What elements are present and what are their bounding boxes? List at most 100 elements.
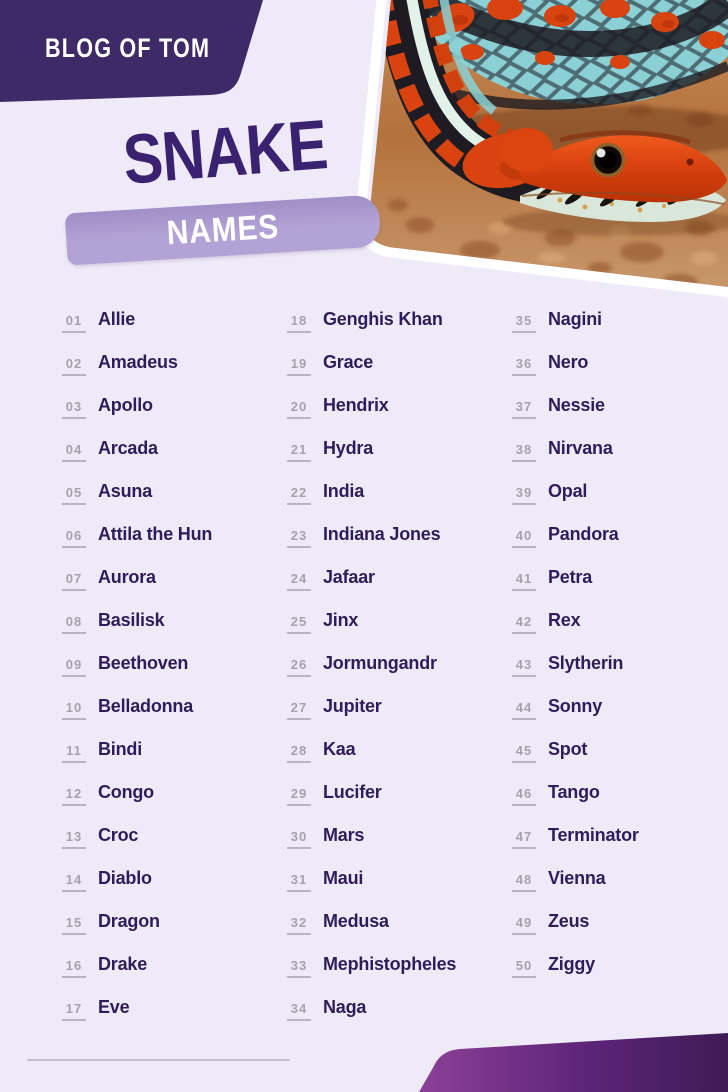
list-item: 24 Jafaar	[287, 567, 456, 610]
item-number: 42	[512, 614, 536, 634]
item-name: Petra	[548, 567, 593, 587]
item-number: 36	[512, 356, 536, 376]
item-name: Vienna	[548, 868, 606, 888]
item-number: 15	[62, 915, 86, 935]
list-item: 10 Belladonna	[62, 696, 212, 739]
item-name: Nero	[548, 352, 589, 372]
item-number: 50	[512, 958, 536, 978]
list-item: 03 Apollo	[62, 395, 212, 438]
list-column-2: 18 Genghis Khan 19 Grace 20 Hendrix 21 Hydra 22 I…	[287, 309, 456, 1040]
item-name: Nirvana	[548, 438, 613, 458]
title-banner: NAMES	[64, 194, 382, 266]
item-number: 21	[287, 442, 311, 462]
item-number: 47	[512, 829, 536, 849]
item-number: 44	[512, 700, 536, 720]
item-name: Belladonna	[98, 696, 194, 716]
list-column-3: 35 Nagini 36 Nero 37 Nessie 38 Nirvana 39 Opal 40 P…	[512, 309, 639, 997]
list-item: 42 Rex	[512, 610, 639, 653]
item-number: 33	[287, 958, 311, 978]
footer-divider	[27, 1059, 290, 1061]
item-name: Maui	[323, 868, 364, 888]
list-item: 47 Terminator	[512, 825, 639, 868]
item-name: Apollo	[98, 395, 153, 415]
item-number: 22	[287, 485, 311, 505]
list-item: 17 Eve	[62, 997, 212, 1040]
list-item: 14 Diablo	[62, 868, 212, 911]
item-number: 40	[512, 528, 536, 548]
list-item: 15 Dragon	[62, 911, 212, 954]
list-item: 07 Aurora	[62, 567, 212, 610]
item-number: 35	[512, 313, 536, 333]
item-number: 04	[62, 442, 86, 462]
item-name: Eve	[98, 997, 130, 1017]
item-number: 17	[62, 1001, 86, 1021]
item-name: Opal	[548, 481, 588, 501]
item-number: 28	[287, 743, 311, 763]
item-name: Jupiter	[323, 696, 382, 716]
item-name: Zeus	[548, 911, 590, 931]
list-item: 19 Grace	[287, 352, 456, 395]
item-number: 11	[62, 743, 86, 763]
item-name: Nessie	[548, 395, 605, 415]
item-number: 48	[512, 872, 536, 892]
item-number: 24	[287, 571, 311, 591]
item-name: Croc	[98, 825, 139, 845]
item-number: 29	[287, 786, 311, 806]
item-number: 14	[62, 872, 86, 892]
item-number: 31	[287, 872, 311, 892]
item-number: 18	[287, 313, 311, 333]
item-number: 01	[62, 313, 86, 333]
item-number: 20	[287, 399, 311, 419]
item-name: Mars	[323, 825, 365, 845]
item-number: 39	[512, 485, 536, 505]
item-name: Lucifer	[323, 782, 382, 802]
item-name: Beethoven	[98, 653, 189, 673]
item-number: 25	[287, 614, 311, 634]
snake-photo	[368, 0, 728, 293]
list-item: 09 Beethoven	[62, 653, 212, 696]
item-name: Amadeus	[98, 352, 178, 372]
list-item: 22 India	[287, 481, 456, 524]
list-item: 39 Opal	[512, 481, 639, 524]
item-name: Naga	[323, 997, 367, 1017]
item-name: India	[323, 481, 365, 501]
item-number: 12	[62, 786, 86, 806]
list-item: 33 Mephistopheles	[287, 954, 456, 997]
list-item: 27 Jupiter	[287, 696, 456, 739]
item-number: 41	[512, 571, 536, 591]
list-item: 48 Vienna	[512, 868, 639, 911]
title-banner-label: NAMES	[165, 207, 281, 252]
item-number: 32	[287, 915, 311, 935]
item-name: Dragon	[98, 911, 160, 931]
item-name: Asuna	[98, 481, 153, 501]
item-number: 49	[512, 915, 536, 935]
item-name: Tango	[548, 782, 600, 802]
list-item: 25 Jinx	[287, 610, 456, 653]
list-item: 28 Kaa	[287, 739, 456, 782]
list-item: 23 Indiana Jones	[287, 524, 456, 567]
list-item: 21 Hydra	[287, 438, 456, 481]
item-name: Arcada	[98, 438, 158, 458]
list-item: 12 Congo	[62, 782, 212, 825]
item-number: 16	[62, 958, 86, 978]
item-name: Genghis Khan	[323, 309, 443, 329]
item-number: 06	[62, 528, 86, 548]
item-name: Diablo	[98, 868, 152, 888]
list-item: 02 Amadeus	[62, 352, 212, 395]
item-name: Terminator	[548, 825, 639, 845]
list-item: 20 Hendrix	[287, 395, 456, 438]
list-item: 01 Allie	[62, 309, 212, 352]
item-number: 07	[62, 571, 86, 591]
list-item: 43 Slytherin	[512, 653, 639, 696]
list-item: 37 Nessie	[512, 395, 639, 438]
list-item: 29 Lucifer	[287, 782, 456, 825]
list-item: 50 Ziggy	[512, 954, 639, 997]
item-name: Pandora	[548, 524, 619, 544]
item-name: Slytherin	[548, 653, 624, 673]
item-number: 19	[287, 356, 311, 376]
item-number: 34	[287, 1001, 311, 1021]
list-item: 49 Zeus	[512, 911, 639, 954]
list-item: 18 Genghis Khan	[287, 309, 456, 352]
item-number: 37	[512, 399, 536, 419]
item-name: Attila the Hun	[98, 524, 213, 544]
